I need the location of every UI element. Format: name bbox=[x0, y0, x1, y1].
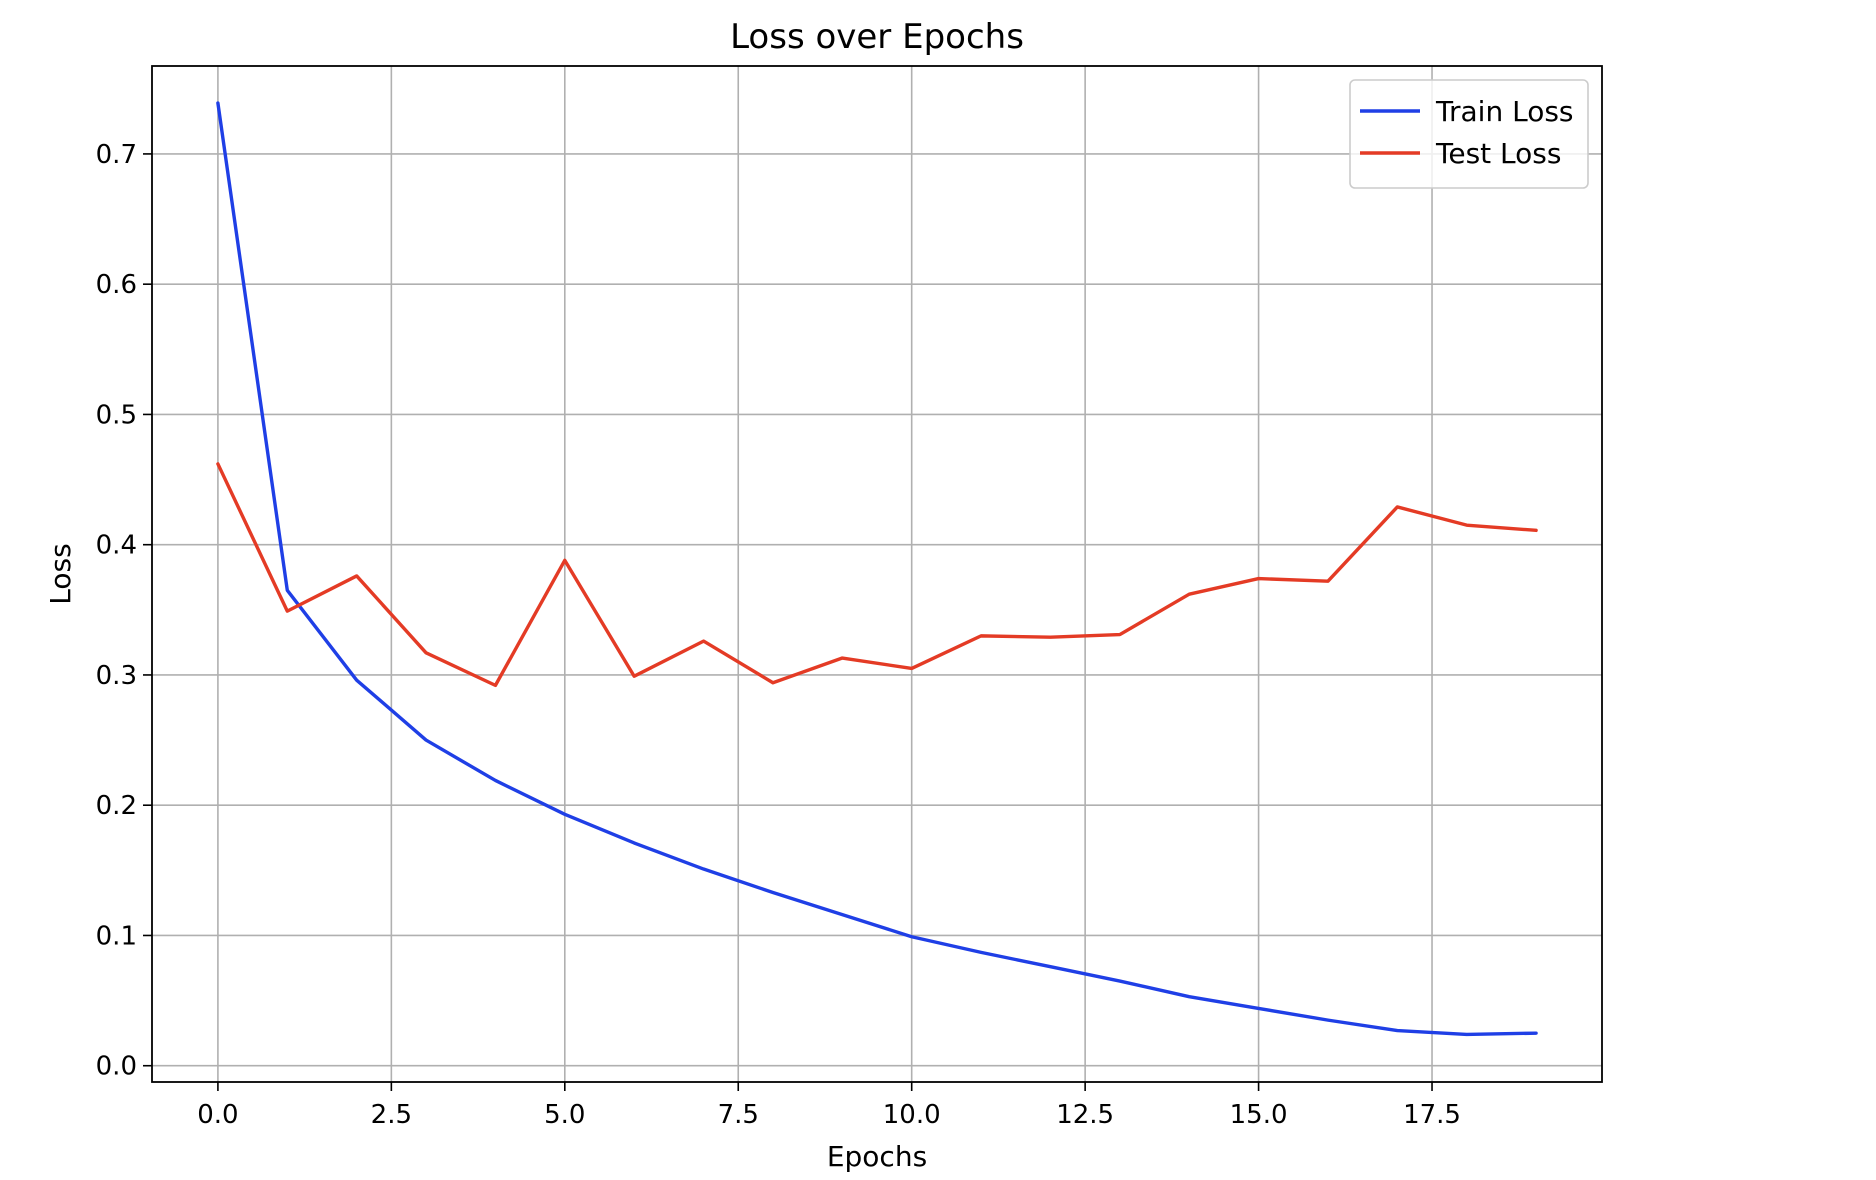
legend: Train Loss Test Loss bbox=[1349, 79, 1589, 189]
x-tick-label: 5.0 bbox=[544, 1100, 585, 1130]
y-tick-label: 0.0 bbox=[96, 1052, 137, 1082]
x-axis-label: Epochs bbox=[827, 1140, 927, 1173]
x-tick-label: 2.5 bbox=[371, 1100, 412, 1130]
y-tick-label: 0.7 bbox=[96, 140, 137, 170]
y-tick-label: 0.6 bbox=[96, 270, 137, 300]
series-line-train-loss bbox=[216, 101, 1538, 1037]
x-tick-label: 17.5 bbox=[1403, 1100, 1461, 1130]
y-tick-label: 0.4 bbox=[96, 531, 137, 561]
legend-box bbox=[1349, 79, 1589, 189]
y-tick-label: 0.1 bbox=[96, 921, 137, 951]
plot-frame bbox=[151, 65, 1603, 1083]
x-tick-label: 0.0 bbox=[197, 1100, 238, 1130]
legend-label-test-loss: Test Loss bbox=[1435, 137, 1561, 170]
x-axis-ticks: 0.0 2.5 5.0 7.5 10.0 12.5 15.0 17.5 bbox=[197, 1082, 1461, 1130]
chart-title: Loss over Epochs bbox=[730, 17, 1024, 57]
y-tick-label: 0.2 bbox=[96, 791, 137, 821]
series-lines bbox=[216, 101, 1538, 1037]
legend-label-train-loss: Train Loss bbox=[1435, 95, 1574, 128]
y-axis-label: Loss bbox=[44, 543, 77, 604]
x-tick-label: 12.5 bbox=[1056, 1100, 1114, 1130]
y-tick-label: 0.3 bbox=[96, 661, 137, 691]
y-tick-label: 0.5 bbox=[96, 400, 137, 430]
x-tick-label: 15.0 bbox=[1230, 1100, 1288, 1130]
y-axis-ticks: 0.0 0.1 0.2 0.3 0.4 0.5 0.6 0.7 bbox=[96, 140, 152, 1082]
x-tick-label: 10.0 bbox=[883, 1100, 941, 1130]
x-tick-label: 7.5 bbox=[718, 1100, 759, 1130]
series-line-test-loss bbox=[216, 462, 1538, 688]
